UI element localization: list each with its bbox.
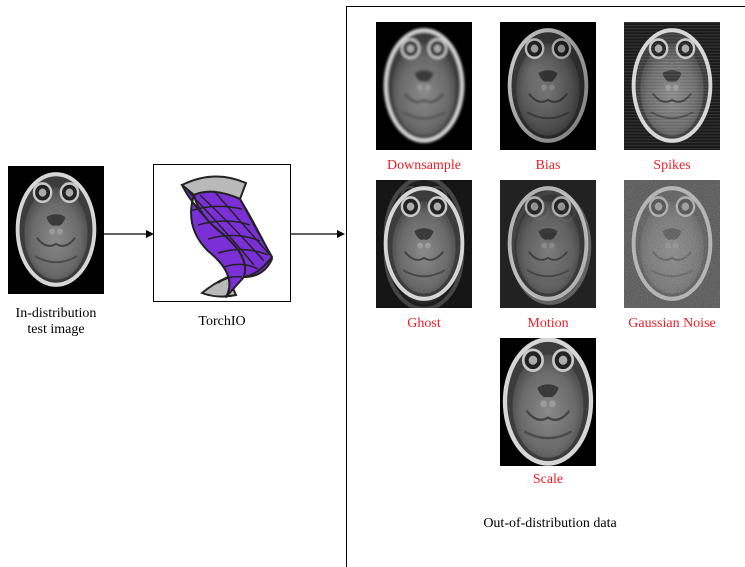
label-ghost: Ghost	[407, 316, 441, 331]
mri-motion	[500, 180, 596, 308]
torchio-label: TorchIO	[198, 314, 246, 329]
mri-downsample	[376, 22, 472, 150]
ood-frame-label: Out-of-distribution data	[483, 516, 617, 531]
input-label: In-distribution test image	[0, 306, 112, 338]
input-label-line1: In-distribution	[15, 306, 97, 321]
mri-spikes	[624, 22, 720, 150]
label-spikes: Spikes	[653, 158, 691, 173]
mri-scale	[500, 338, 596, 466]
input-label-line2: test image	[27, 322, 85, 337]
label-bias: Bias	[535, 158, 561, 173]
label-scale: Scale	[532, 472, 564, 487]
torchio-logo-box	[153, 164, 291, 302]
arrow-input-to-torchio	[104, 230, 154, 238]
torchio-logo-icon	[180, 175, 273, 298]
mri-gaussian-noise	[624, 180, 720, 308]
label-gaussian-noise: Gaussian Noise	[628, 316, 716, 331]
arrow-torchio-to-ood	[291, 230, 345, 238]
label-motion: Motion	[527, 316, 569, 331]
input-mri-image	[8, 166, 104, 294]
label-downsample: Downsample	[387, 158, 461, 173]
ood-data-frame	[346, 6, 745, 567]
mri-bias	[500, 22, 596, 150]
mri-ghost	[376, 180, 472, 308]
